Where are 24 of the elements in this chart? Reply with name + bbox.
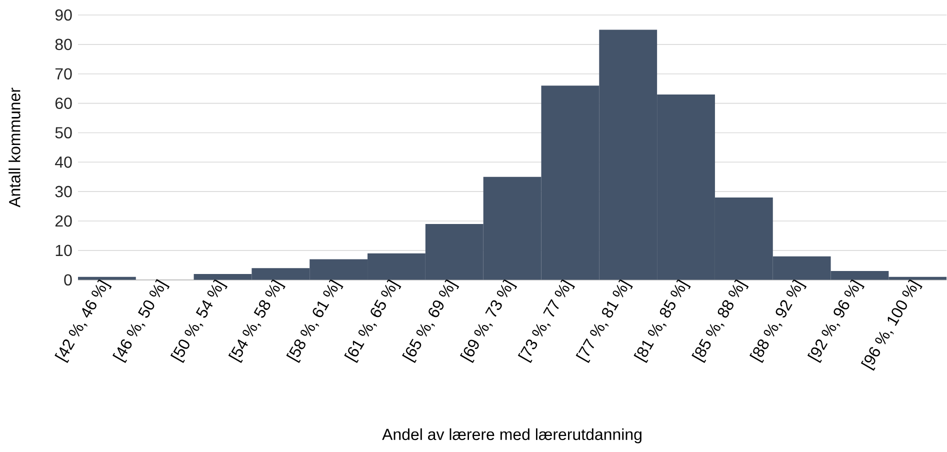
y-tick-label: 60 [55, 98, 72, 110]
x-tick-label: [88 %, 92 %] [750, 279, 807, 364]
y-tick-label: 0 [64, 274, 72, 286]
x-tick-label: [69 %, 73 %] [460, 279, 518, 364]
y-tick-label: 70 [55, 68, 72, 80]
y-tick-label: 90 [55, 9, 72, 21]
y-tick-label: 40 [55, 156, 72, 168]
x-tick-label: [73 %, 77 %] [518, 279, 575, 364]
x-tick-label: [81 %, 85 %] [634, 279, 691, 364]
y-tick-label: 80 [55, 38, 72, 50]
x-axis-title: Andel av lærere med lærerutdanning [382, 428, 642, 444]
y-tick-label: 10 [56, 244, 72, 256]
y-tick-label: 20 [55, 215, 72, 227]
x-tick-label: [61 %, 65 %] [344, 279, 402, 364]
y-axis-title: Antall kommuner [8, 88, 20, 208]
x-tick-label: [77 %, 81 %] [576, 279, 633, 364]
x-tick-label: [65 %, 69 %] [402, 279, 460, 364]
y-tick-label: 30 [55, 186, 72, 198]
x-tick-label: [50 %, 54 %] [170, 279, 228, 364]
x-tick-label: [46 %, 50 %] [112, 279, 170, 364]
y-tick-label: 50 [55, 127, 72, 138]
x-tick-label: [85 %, 88 %] [692, 279, 749, 364]
x-tick-label: [54 %, 58 %] [228, 279, 286, 364]
x-tick-label: [58 %, 61 %] [286, 279, 344, 364]
